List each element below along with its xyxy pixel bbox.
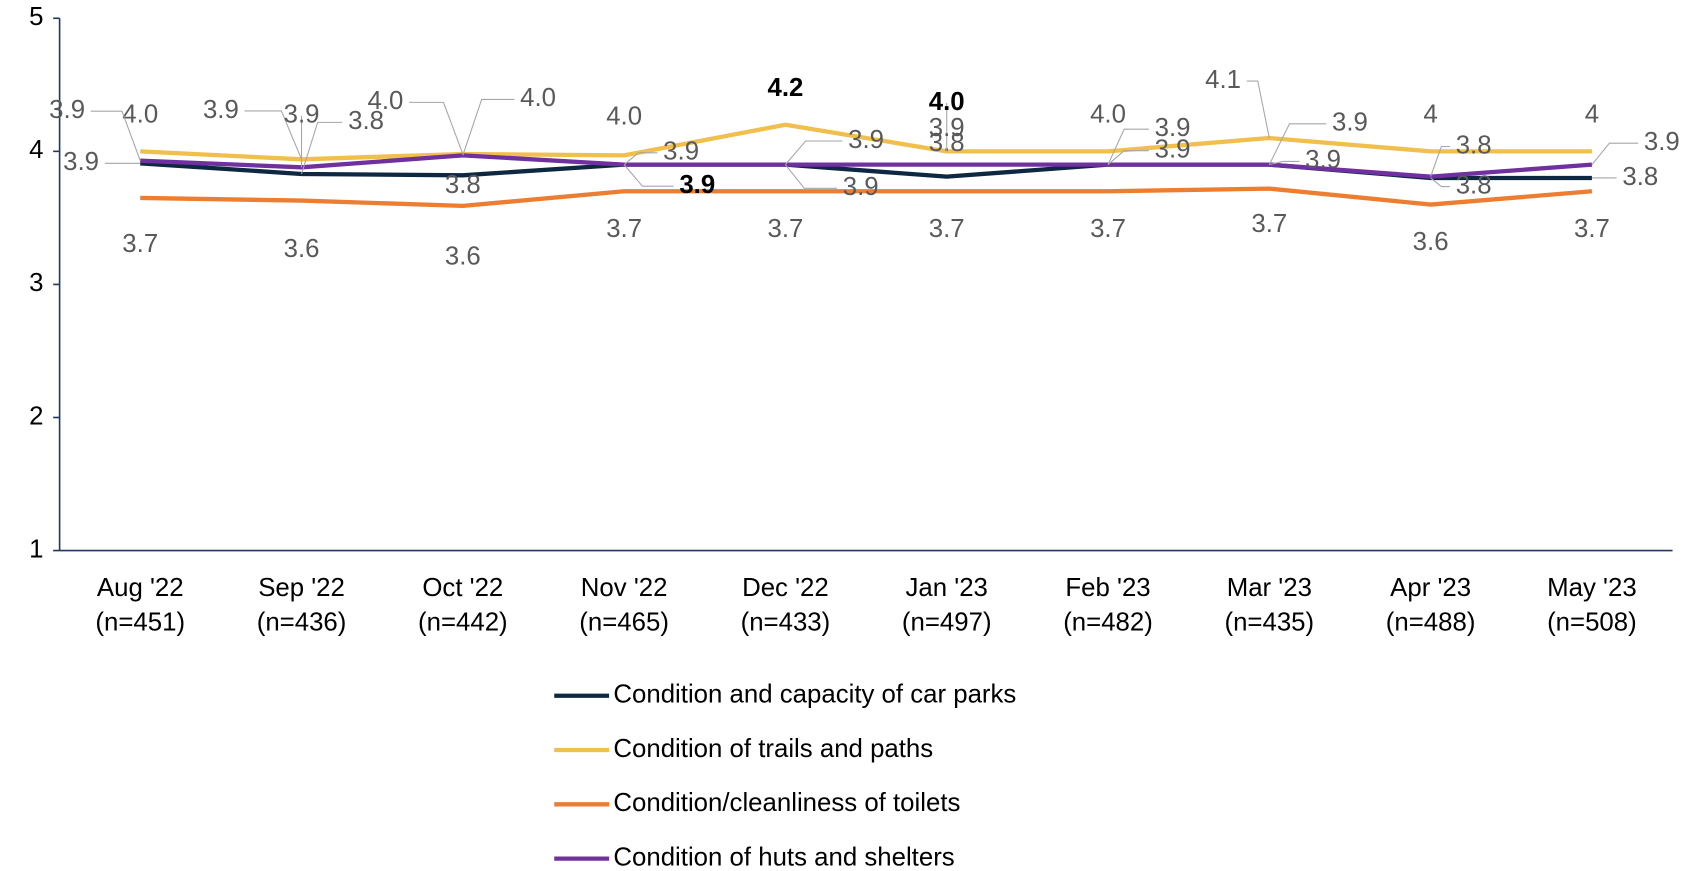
data-label: 3.6 <box>445 242 481 270</box>
x-tick-label: (n=488) <box>1386 608 1476 636</box>
data-label: 3.9 <box>679 171 715 199</box>
x-tick-label: Dec '22 <box>742 574 829 602</box>
data-label: 3.6 <box>1413 228 1449 256</box>
data-label: 3.6 <box>284 235 320 263</box>
data-label: 4.0 <box>520 84 556 112</box>
data-label: 4.0 <box>606 103 642 131</box>
x-tick-label: Mar '23 <box>1227 574 1312 602</box>
data-label: 3.9 <box>1155 114 1191 142</box>
y-tick-label: 3 <box>29 269 43 297</box>
data-label: 3.7 <box>929 215 965 243</box>
x-tick-label: Feb '23 <box>1065 574 1150 602</box>
leader-line <box>462 98 515 156</box>
legend-label: Condition/cleanliness of toilets <box>613 789 960 817</box>
x-tick-label: Apr '23 <box>1390 574 1471 602</box>
leader-line <box>785 164 838 189</box>
data-label: 3.9 <box>848 126 884 154</box>
leader-line <box>1591 142 1639 165</box>
data-label: 3.9 <box>284 101 320 129</box>
series-line <box>140 153 1593 179</box>
data-label: 3.9 <box>1305 146 1341 174</box>
data-label: 3.9 <box>1644 128 1680 156</box>
legend-label: Condition and capacity of car parks <box>613 681 1016 709</box>
leader-line <box>90 110 141 161</box>
data-label: 3.9 <box>843 173 879 201</box>
data-label: 3.9 <box>49 96 85 124</box>
data-label: 3.7 <box>122 230 158 258</box>
leader-line <box>409 101 464 155</box>
x-tick-label: Jan '23 <box>906 574 988 602</box>
data-label: 4.2 <box>767 74 803 102</box>
data-label: 3.7 <box>1251 210 1287 238</box>
data-label: 3.9 <box>663 138 699 166</box>
x-tick-label: May '23 <box>1547 574 1637 602</box>
leader-line <box>1107 128 1149 165</box>
data-label: 3.7 <box>767 215 803 243</box>
leader-line <box>1268 123 1327 165</box>
x-tick-label: (n=436) <box>257 608 347 636</box>
leader-line <box>623 152 658 166</box>
x-tick-label: (n=465) <box>579 608 669 636</box>
series-line <box>140 186 1593 209</box>
leader-line <box>301 121 343 175</box>
data-label: 3.9 <box>1155 135 1191 163</box>
y-tick-label: 2 <box>29 402 43 430</box>
data-label: 4 <box>1423 101 1437 129</box>
data-label: 3.8 <box>1456 131 1492 159</box>
data-label: 3.7 <box>1574 215 1610 243</box>
legend-label: Condition of huts and shelters <box>613 843 954 871</box>
data-label: 3.9 <box>929 114 965 142</box>
x-tick-label: Nov '22 <box>581 574 668 602</box>
data-label: 3.9 <box>1332 109 1368 137</box>
leader-line <box>244 110 303 160</box>
x-tick-label: (n=497) <box>902 608 992 636</box>
leader-line <box>1107 150 1149 166</box>
y-tick-label: 1 <box>29 535 43 563</box>
x-tick-label: (n=442) <box>418 608 508 636</box>
leader-line <box>623 164 674 187</box>
x-tick-label: Sep '22 <box>258 574 345 602</box>
data-label: 3.8 <box>1622 163 1658 191</box>
data-label: 3.7 <box>606 215 642 243</box>
data-label: 4.0 <box>929 88 965 116</box>
data-label: 4 <box>1585 101 1599 129</box>
x-tick-label: (n=508) <box>1547 608 1637 636</box>
x-tick-label: (n=435) <box>1225 608 1315 636</box>
y-tick-label: 5 <box>29 3 43 31</box>
y-tick-label: 4 <box>29 136 43 164</box>
leader-line <box>1430 177 1450 188</box>
data-label: 4.0 <box>122 101 158 129</box>
leader-line <box>1430 145 1450 177</box>
series-line <box>140 122 1592 162</box>
data-label: 4.1 <box>1205 66 1241 94</box>
leader-line <box>1269 160 1300 166</box>
data-label: 3.8 <box>348 107 384 135</box>
data-label: 3.9 <box>63 148 99 176</box>
legend-label: Condition of trails and paths <box>613 735 933 763</box>
data-label: 4.0 <box>367 87 403 115</box>
x-tick-label: (n=451) <box>95 608 185 636</box>
x-tick-label: (n=482) <box>1063 608 1153 636</box>
data-label: 4.0 <box>1090 101 1126 129</box>
data-label: 3.8 <box>1456 171 1492 199</box>
x-tick-label: (n=433) <box>741 608 831 636</box>
data-label: 3.9 <box>203 96 239 124</box>
data-label: 3.8 <box>445 171 481 199</box>
x-tick-label: Aug '22 <box>97 574 184 602</box>
leader-line <box>1246 80 1270 139</box>
leader-line <box>785 140 843 166</box>
x-tick-label: Oct '22 <box>422 574 503 602</box>
data-label: 3.7 <box>1090 215 1126 243</box>
